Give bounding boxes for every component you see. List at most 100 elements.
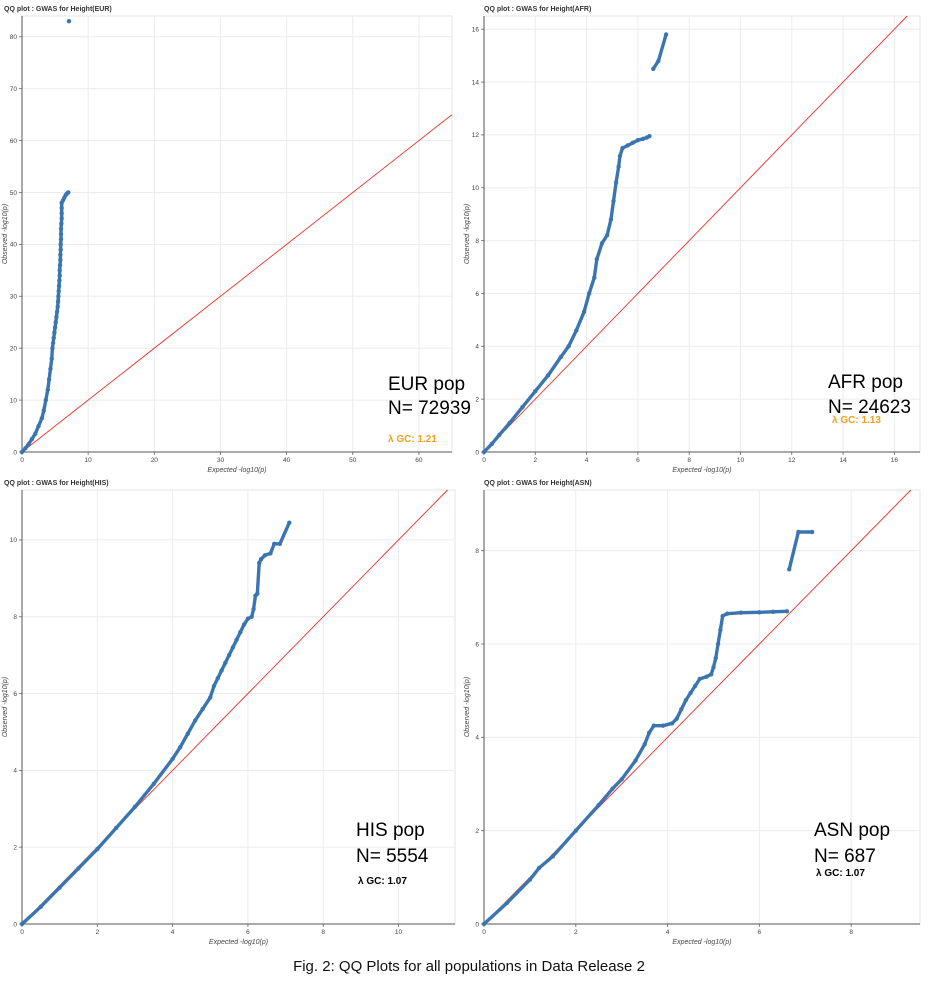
qq-point (573, 828, 578, 833)
x-tick-label: 0 (482, 929, 486, 936)
qq-point (581, 309, 587, 315)
qq-point (43, 397, 49, 403)
qq-point (151, 781, 156, 787)
panel-title: QQ plot : GWAS for Height(HIS) (4, 480, 109, 487)
qq-point (51, 335, 56, 341)
qq-point (56, 283, 62, 289)
qq-point (36, 423, 41, 429)
qq-point (642, 742, 647, 747)
plot-area (483, 15, 921, 453)
y-tick-label: 8 (13, 614, 17, 621)
x-tick-label: 0 (20, 929, 24, 936)
x-tick-label: 2 (574, 929, 578, 936)
qq-point (50, 345, 55, 351)
qq-point (19, 449, 25, 455)
qq-point (268, 551, 273, 556)
x-axis-label: Expected -log10(p) (207, 467, 266, 474)
qq-point (715, 641, 721, 647)
qq-point (219, 668, 224, 673)
qq-point (58, 236, 64, 242)
qq-point (238, 629, 243, 635)
qq-point (616, 164, 621, 169)
x-tick-label: 10 (85, 457, 93, 464)
qq-point (76, 866, 81, 871)
qq-point (604, 233, 610, 238)
qq-point (52, 325, 58, 330)
qq-point (708, 672, 714, 677)
qq-point (245, 616, 251, 621)
qq-point (258, 556, 264, 562)
x-tick-label: 10 (395, 929, 403, 936)
qq-point (234, 637, 239, 642)
qq-point (481, 449, 487, 455)
y-tick-label: 14 (472, 79, 480, 86)
qq-point (599, 241, 605, 246)
sample-size-label: N= 687 (814, 846, 876, 867)
qq-point (59, 216, 64, 221)
qq-panel-his: QQ plot : GWAS for Height(HIS) 0 2 4 6 8 10 0 2 4… (2, 480, 456, 946)
qq-point (230, 645, 236, 650)
y-tick-label: 6 (13, 691, 17, 698)
qq-point (619, 777, 624, 782)
lambda-gc-label: λ GC: 1.21 (388, 434, 437, 445)
qq-point (113, 825, 119, 831)
y-tick-label: 4 (475, 344, 479, 351)
qq-point (26, 442, 31, 447)
qq-point (56, 294, 61, 299)
qq-point (226, 652, 232, 658)
qq-point (586, 291, 592, 296)
qq-point (796, 529, 801, 535)
y-tick-label: 40 (10, 242, 18, 249)
x-tick-label: 0 (482, 457, 486, 464)
reference-line (483, 15, 908, 453)
qq-point (54, 314, 59, 320)
qq-point (718, 627, 723, 633)
y-tick-label: 30 (10, 294, 18, 301)
qq-point (647, 134, 652, 139)
y-tick-label: 4 (13, 768, 17, 775)
qq-point (55, 304, 60, 309)
qq-point (23, 446, 28, 451)
qq-point (57, 278, 62, 283)
qq-point (507, 420, 512, 426)
y-tick-label: 2 (475, 396, 479, 403)
qq-point (674, 716, 679, 721)
x-tick-label: 20 (151, 457, 159, 464)
lambda-gc-label: λ GC: 1.07 (816, 868, 865, 879)
qq-point (688, 690, 693, 696)
y-tick-label: 0 (13, 921, 17, 928)
qq-point (608, 217, 614, 222)
qq-point (58, 252, 63, 257)
population-label: EUR pop (388, 374, 465, 395)
y-tick-label: 70 (10, 86, 18, 93)
qq-point (249, 614, 254, 619)
qq-point (660, 723, 666, 728)
qq-point (255, 591, 260, 596)
qq-panel-eur: QQ plot : GWAS for Height(EUR) 0 10 20 30 40 5… (2, 6, 471, 474)
qq-point (55, 299, 61, 304)
qq-point (651, 66, 656, 72)
x-tick-label: 4 (585, 457, 589, 464)
y-tick-label: 4 (475, 735, 479, 742)
sample-size-label: N= 24623 (828, 397, 911, 418)
qq-point (651, 723, 657, 728)
y-tick-label: 6 (475, 641, 479, 648)
x-tick-label: 6 (758, 929, 762, 936)
x-tick-label: 4 (171, 929, 175, 936)
qq-point (95, 846, 100, 852)
qq-point (594, 256, 600, 262)
qq-point (481, 921, 487, 927)
qq-point (504, 900, 510, 906)
qq-point (277, 541, 283, 546)
population-label: AFR pop (828, 372, 903, 393)
x-tick-label: 8 (849, 929, 853, 936)
qq-point (56, 288, 61, 294)
qq-point (215, 675, 220, 681)
population-label: ASN pop (814, 820, 890, 841)
qq-point (617, 153, 623, 159)
x-axis-label: Expected -log10(p) (672, 467, 731, 474)
qq-point (287, 520, 292, 525)
qq-point (211, 683, 217, 689)
qq-point (610, 786, 615, 791)
qq-point (193, 718, 198, 723)
